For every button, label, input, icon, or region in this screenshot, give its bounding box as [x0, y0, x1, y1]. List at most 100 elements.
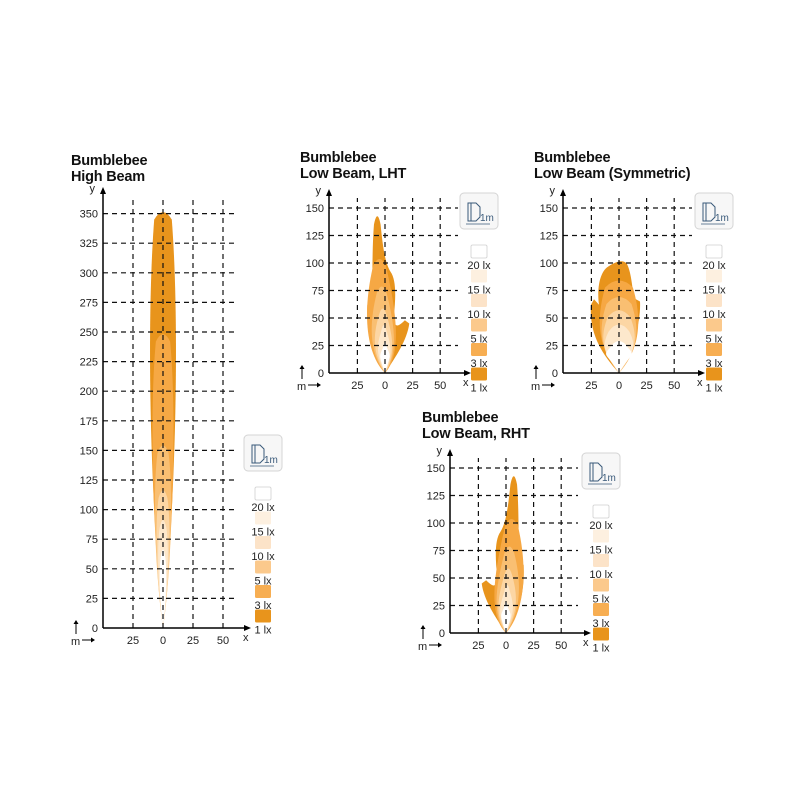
legend-swatch-10-lx: [471, 294, 487, 307]
chart-low-beam-rht: y x 0 25 50 75 100 125 150 25 0 25 50 m 1m 20 lx 15 lx 10…: [418, 445, 621, 655]
y-tick-label: 50: [433, 573, 445, 585]
legend-swatch-3-lx: [471, 343, 487, 356]
y-tick-label: 0: [552, 368, 558, 380]
legend-swatch-3-lx: [593, 603, 609, 616]
y-tick-label: 125: [427, 491, 445, 503]
headlight-1m-icon: [694, 192, 734, 230]
legend-label: 20 lx: [702, 260, 726, 272]
y-tick-label: 125: [80, 475, 98, 487]
legend-label: 20 lx: [589, 520, 613, 532]
legend-swatch-5-lx: [593, 578, 609, 592]
headlight-shape-icon: [589, 462, 603, 482]
legend-swatch-5-lx: [706, 318, 722, 332]
headlight-1m-icon: [581, 452, 621, 490]
x-tick-label: 25: [472, 640, 484, 652]
legend-label: 20 lx: [467, 260, 491, 272]
y-tick-label: 75: [546, 286, 558, 298]
unit-arrowhead-right-icon: [438, 642, 442, 648]
legend-label: 3 lx: [592, 618, 610, 630]
unit-arrowhead-right-icon: [317, 382, 321, 388]
y-tick-label: 0: [92, 623, 98, 635]
legend-swatch-1-lx: [471, 367, 487, 381]
legend-label: 1 lx: [254, 625, 272, 637]
x-tick-label: 25: [527, 640, 539, 652]
legend-swatch-5-lx: [471, 318, 487, 332]
x-tick-label: 0: [503, 640, 509, 652]
y-axis-label: y: [550, 185, 556, 197]
chart-low-beam-symmetric: y x 0 25 50 75 100 125 150 25 0 25 50 m 1m 20 lx 15 lx 10…: [531, 185, 734, 395]
contour-20-lx: [501, 601, 511, 633]
legend-swatch-15-lx: [255, 511, 271, 525]
unit-label: m: [418, 641, 427, 653]
low-beam-lht-title: Bumblebee Low Beam, LHT: [300, 150, 406, 182]
chart-low-beam-lht: y x 0 25 50 75 100 125 150 25 0 25 50 m 1m 20 lx 15 lx 10…: [297, 185, 499, 395]
icon-1m-label: 1m: [715, 213, 729, 224]
icon-1m-label: 1m: [602, 473, 616, 484]
legend-label: 15 lx: [467, 285, 491, 297]
y-tick-label: 75: [433, 546, 445, 558]
headlight-1m-icon: [459, 192, 499, 230]
y-tick-label: 125: [306, 231, 324, 243]
unit-arrowhead-up-icon: [533, 365, 539, 369]
legend-swatch-3-lx: [255, 585, 271, 598]
x-tick-label: 25: [351, 380, 363, 392]
legend-label: 5 lx: [254, 576, 272, 588]
y-tick-label: 350: [80, 209, 98, 221]
unit-arrowhead-right-icon: [551, 382, 555, 388]
legend-label: 15 lx: [702, 285, 726, 297]
y-tick-label: 25: [312, 341, 324, 353]
legend-swatch-15-lx: [706, 269, 722, 283]
x-tick-label: 25: [640, 380, 652, 392]
beam-contours: [590, 261, 641, 373]
y-tick-label: 100: [80, 505, 98, 517]
y-tick-label: 300: [80, 268, 98, 280]
unit-arrowhead-up-icon: [299, 365, 305, 369]
y-tick-label: 150: [306, 203, 324, 215]
x-tick-label: 25: [187, 635, 199, 647]
y-tick-label: 150: [80, 445, 98, 457]
legend-swatch-20-lx: [705, 244, 723, 259]
title-line-2: High Beam: [71, 169, 145, 185]
x-tick-label: 50: [217, 635, 229, 647]
icon-1m-label: 1m: [480, 213, 494, 224]
y-axis-label: y: [316, 185, 322, 197]
unit-label: m: [297, 381, 306, 393]
legend-label: 15 lx: [251, 527, 275, 539]
headlight-shape-icon: [251, 444, 265, 464]
x-axis-label: x: [583, 637, 589, 649]
unit-arrowhead-up-icon: [420, 625, 426, 629]
title-line-1: Bumblebee: [422, 410, 499, 426]
y-tick-label: 225: [80, 357, 98, 369]
legend-swatch-1-lx: [255, 609, 271, 623]
unit-arrowhead-right-icon: [91, 637, 95, 643]
y-tick-label: 0: [439, 628, 445, 640]
icon-1m-label: 1m: [264, 455, 278, 466]
x-axis-label: x: [697, 377, 703, 389]
low-beam-symmetric-title: Bumblebee Low Beam (Symmetric): [534, 150, 691, 182]
high-beam-title: Bumblebee High Beam: [71, 153, 148, 185]
title-line-2: Low Beam, RHT: [422, 426, 530, 442]
legend-label: 5 lx: [705, 334, 723, 346]
y-tick-label: 100: [306, 258, 324, 270]
x-tick-label: 25: [406, 380, 418, 392]
x-tick-label: 0: [160, 635, 166, 647]
y-tick-label: 150: [427, 463, 445, 475]
y-tick-label: 250: [80, 327, 98, 339]
title-line-1: Bumblebee: [534, 150, 611, 166]
grid: [450, 458, 578, 633]
y-tick-label: 150: [540, 203, 558, 215]
unit-label: m: [71, 636, 80, 648]
grid: [563, 198, 692, 373]
y-tick-label: 50: [546, 313, 558, 325]
x-tick-label: 25: [127, 635, 139, 647]
unit-label: m: [531, 381, 540, 393]
x-axis-arrow-icon: [244, 625, 251, 631]
legend-label: 10 lx: [467, 309, 491, 321]
low-beam-rht-title: Bumblebee Low Beam, RHT: [422, 410, 530, 442]
y-tick-label: 50: [86, 564, 98, 576]
beam-contours: [481, 476, 524, 633]
y-tick-label: 0: [318, 368, 324, 380]
legend-swatch-20-lx: [592, 504, 610, 519]
y-axis-arrow-icon: [560, 189, 566, 196]
legend-label: 1 lx: [592, 643, 610, 655]
